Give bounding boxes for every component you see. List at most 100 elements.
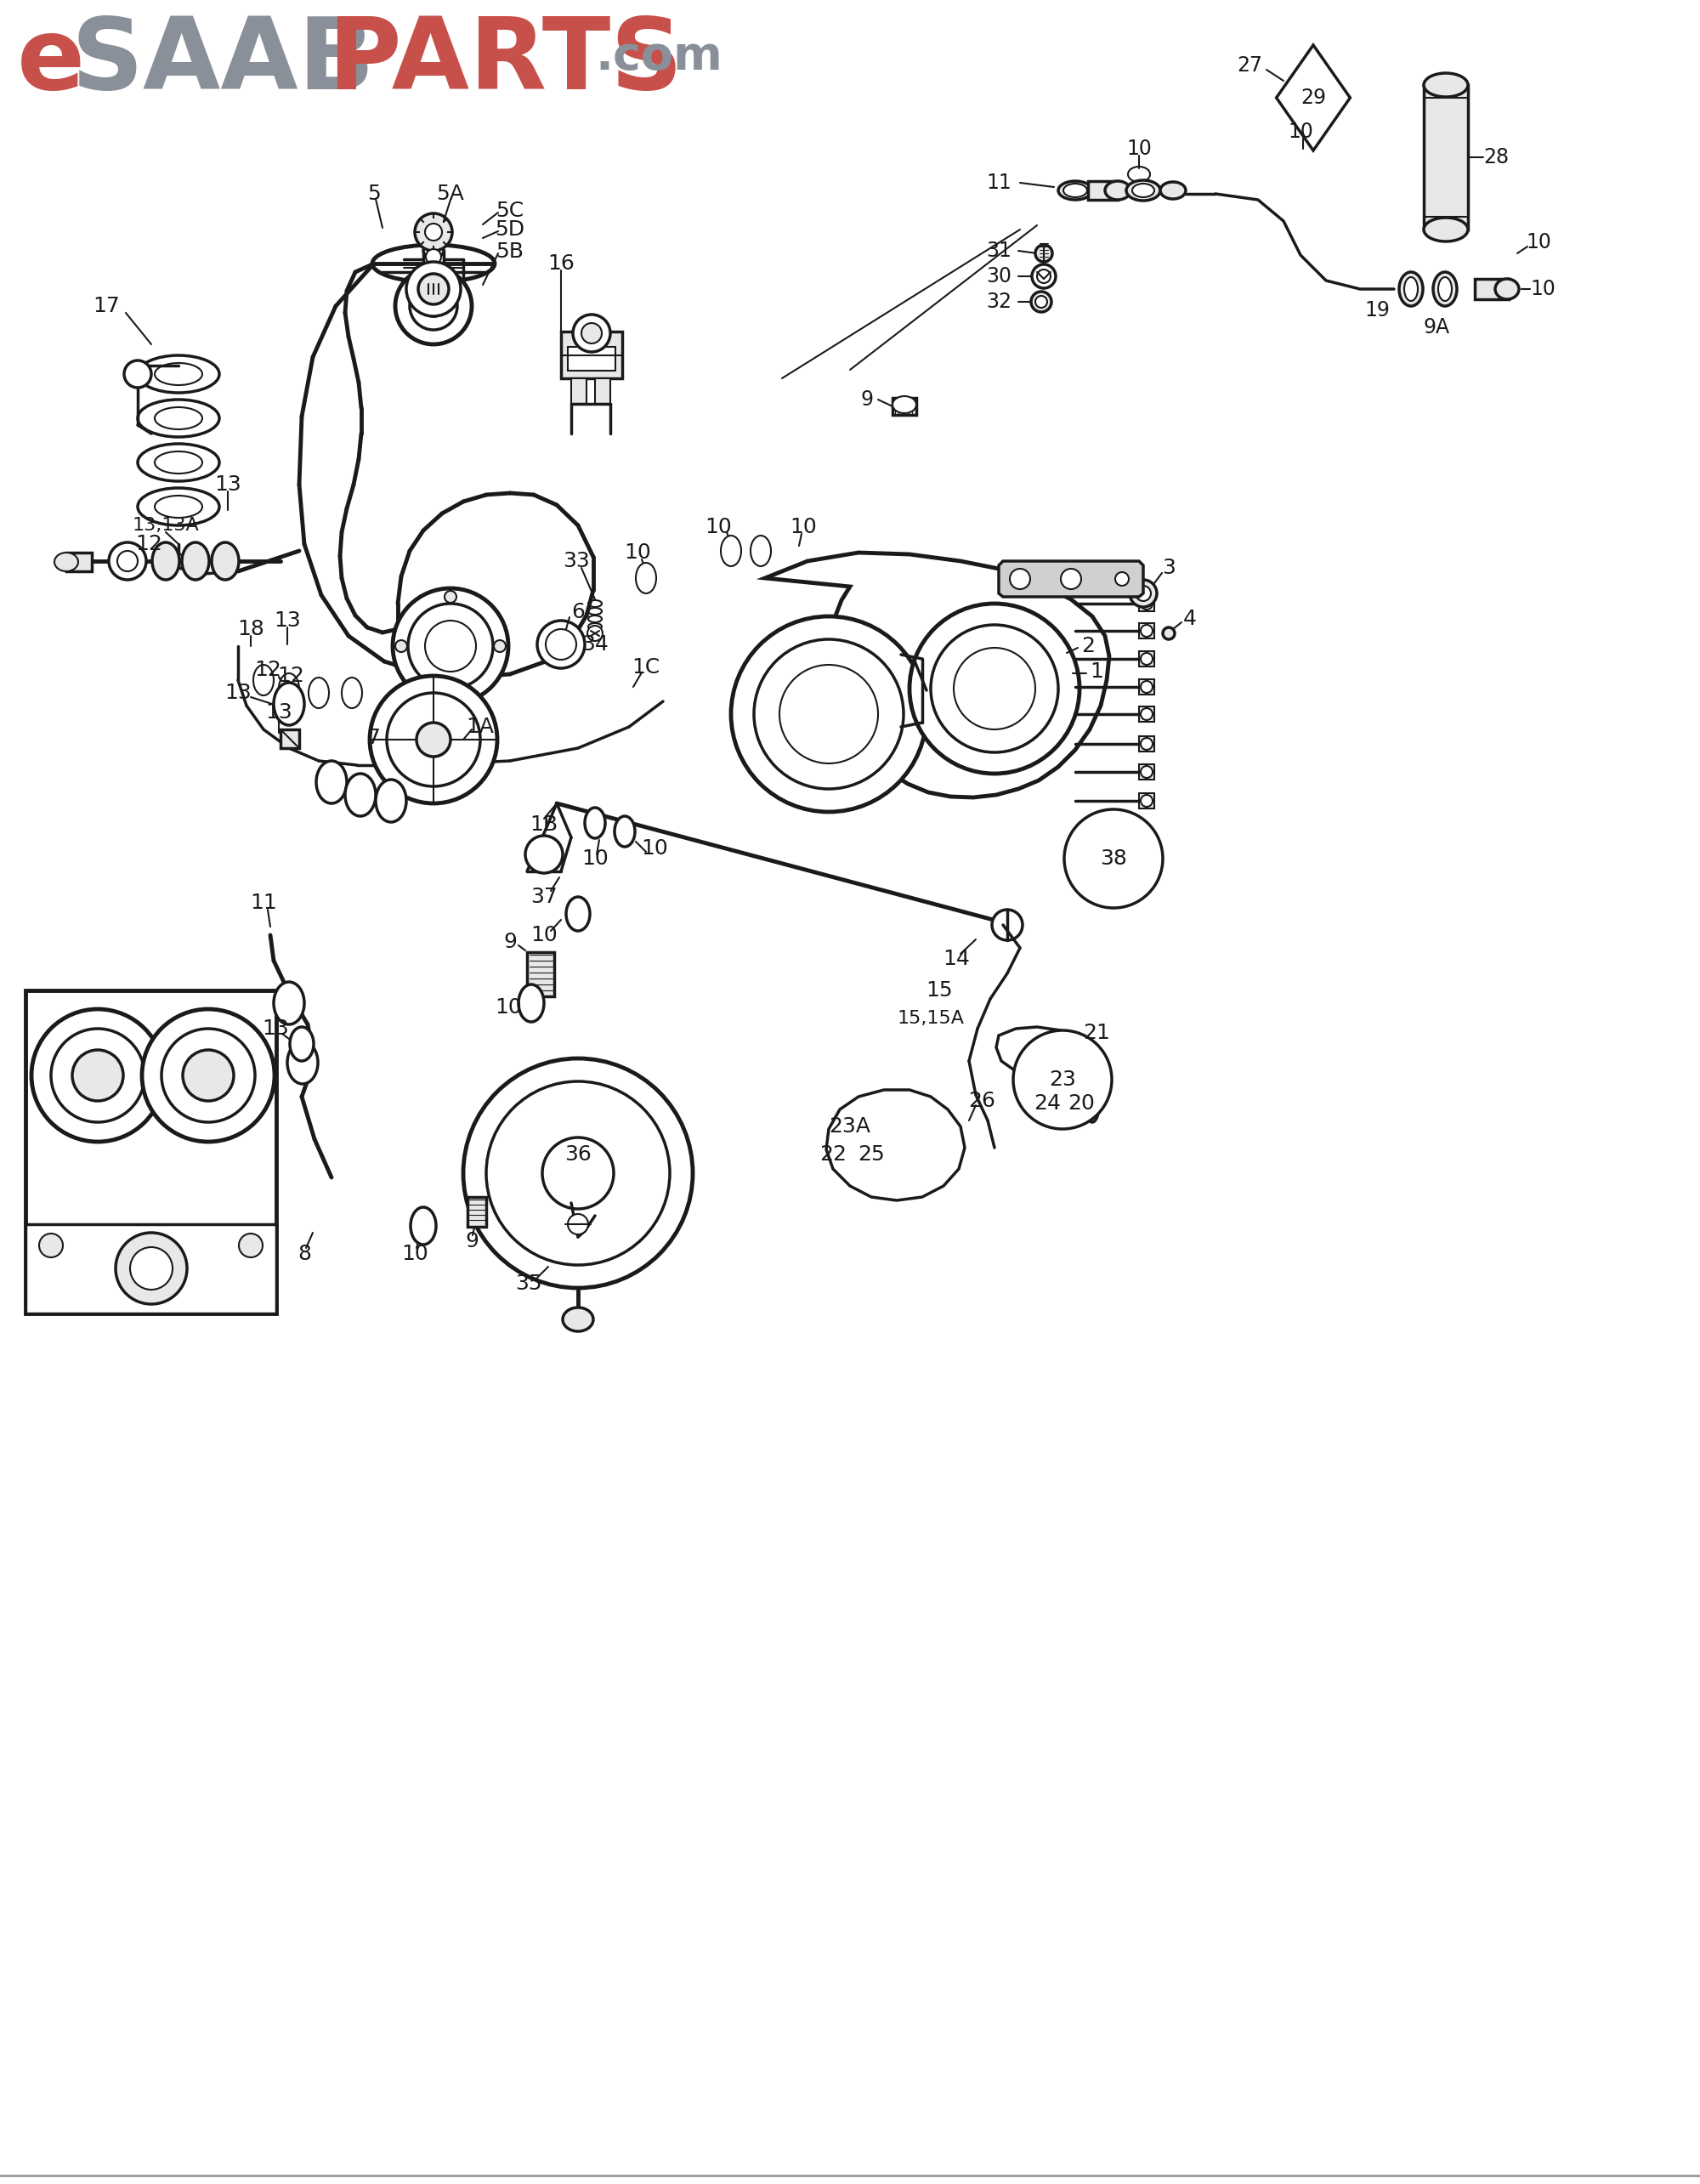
- Circle shape: [588, 625, 602, 640]
- Circle shape: [445, 592, 456, 603]
- Ellipse shape: [411, 1208, 435, 1245]
- Circle shape: [525, 836, 563, 874]
- Polygon shape: [1000, 561, 1142, 596]
- Bar: [1139, 705, 1154, 721]
- Text: 24: 24: [1034, 1094, 1061, 1114]
- Text: .com: .com: [595, 35, 722, 81]
- Circle shape: [238, 1234, 262, 1258]
- Ellipse shape: [1425, 72, 1469, 96]
- Ellipse shape: [376, 780, 406, 821]
- Ellipse shape: [751, 535, 772, 566]
- Circle shape: [1032, 264, 1056, 288]
- Text: e: e: [17, 13, 85, 111]
- Circle shape: [416, 723, 450, 756]
- Ellipse shape: [721, 535, 741, 566]
- Text: 11: 11: [986, 173, 1012, 192]
- Circle shape: [117, 550, 138, 572]
- Text: 16: 16: [547, 253, 575, 273]
- Text: 34: 34: [581, 633, 609, 655]
- Circle shape: [1141, 708, 1153, 721]
- Text: 13: 13: [265, 703, 292, 723]
- Text: 29: 29: [1300, 87, 1326, 107]
- Circle shape: [1141, 738, 1153, 749]
- Ellipse shape: [1132, 183, 1154, 197]
- Text: 3: 3: [1163, 557, 1175, 579]
- Text: 23: 23: [1049, 1070, 1076, 1090]
- Circle shape: [184, 1051, 235, 1101]
- Circle shape: [568, 1214, 588, 1234]
- Ellipse shape: [1125, 181, 1159, 201]
- Ellipse shape: [1057, 181, 1091, 199]
- Bar: [1139, 651, 1154, 666]
- Circle shape: [755, 640, 904, 788]
- Text: 10: 10: [401, 1243, 428, 1265]
- Circle shape: [371, 675, 496, 804]
- Bar: [568, 347, 615, 371]
- Text: 7: 7: [367, 727, 381, 749]
- Bar: [1139, 679, 1154, 695]
- Ellipse shape: [155, 406, 202, 430]
- Text: 36: 36: [564, 1144, 592, 1164]
- Ellipse shape: [563, 1308, 593, 1332]
- Ellipse shape: [1086, 1088, 1098, 1123]
- Ellipse shape: [287, 1042, 318, 1083]
- Circle shape: [445, 690, 456, 701]
- Text: 10: 10: [706, 518, 731, 537]
- Ellipse shape: [316, 760, 347, 804]
- Circle shape: [1064, 810, 1163, 909]
- Text: 18: 18: [238, 618, 264, 640]
- Ellipse shape: [566, 898, 590, 930]
- Text: 15,15A: 15,15A: [898, 1009, 964, 1026]
- Circle shape: [162, 1029, 255, 1123]
- Circle shape: [779, 664, 877, 764]
- Bar: [1139, 764, 1154, 780]
- Text: 17: 17: [94, 295, 119, 317]
- Ellipse shape: [155, 496, 202, 518]
- Text: 4: 4: [1183, 609, 1197, 629]
- Bar: [423, 251, 444, 306]
- Text: 27: 27: [1238, 55, 1261, 76]
- Text: 37: 37: [530, 887, 558, 906]
- Circle shape: [1141, 625, 1153, 638]
- Text: 13: 13: [214, 474, 241, 496]
- Polygon shape: [765, 553, 1108, 797]
- Circle shape: [573, 314, 610, 352]
- Circle shape: [910, 603, 1080, 773]
- Circle shape: [410, 282, 457, 330]
- Ellipse shape: [636, 563, 656, 594]
- Text: 35: 35: [515, 1273, 542, 1293]
- Ellipse shape: [1064, 183, 1088, 197]
- Circle shape: [1163, 627, 1175, 640]
- Text: 9A: 9A: [1423, 317, 1450, 339]
- Circle shape: [408, 603, 493, 688]
- Ellipse shape: [615, 817, 636, 847]
- Circle shape: [1030, 293, 1051, 312]
- Ellipse shape: [1433, 273, 1457, 306]
- Circle shape: [1141, 681, 1153, 692]
- Text: 28: 28: [1482, 146, 1510, 168]
- Text: 33: 33: [563, 550, 590, 572]
- Circle shape: [425, 223, 442, 240]
- Polygon shape: [996, 1026, 1086, 1079]
- Text: 10: 10: [1289, 122, 1312, 142]
- Text: 32: 32: [986, 293, 1012, 312]
- Bar: [892, 397, 916, 415]
- Ellipse shape: [155, 452, 202, 474]
- Bar: [527, 952, 554, 996]
- Text: 10: 10: [1127, 138, 1151, 159]
- Text: 10: 10: [641, 839, 668, 858]
- Text: 5: 5: [367, 183, 381, 203]
- Ellipse shape: [182, 542, 209, 579]
- Text: 5D: 5D: [495, 218, 525, 240]
- Text: 6: 6: [571, 603, 585, 622]
- Ellipse shape: [274, 983, 304, 1024]
- Circle shape: [423, 295, 444, 317]
- Ellipse shape: [155, 363, 202, 384]
- Text: 1: 1: [1090, 662, 1103, 681]
- Circle shape: [124, 360, 151, 389]
- Ellipse shape: [253, 664, 274, 695]
- Circle shape: [394, 640, 408, 653]
- Text: 20: 20: [1068, 1094, 1095, 1114]
- Bar: [595, 378, 610, 404]
- Ellipse shape: [1496, 280, 1520, 299]
